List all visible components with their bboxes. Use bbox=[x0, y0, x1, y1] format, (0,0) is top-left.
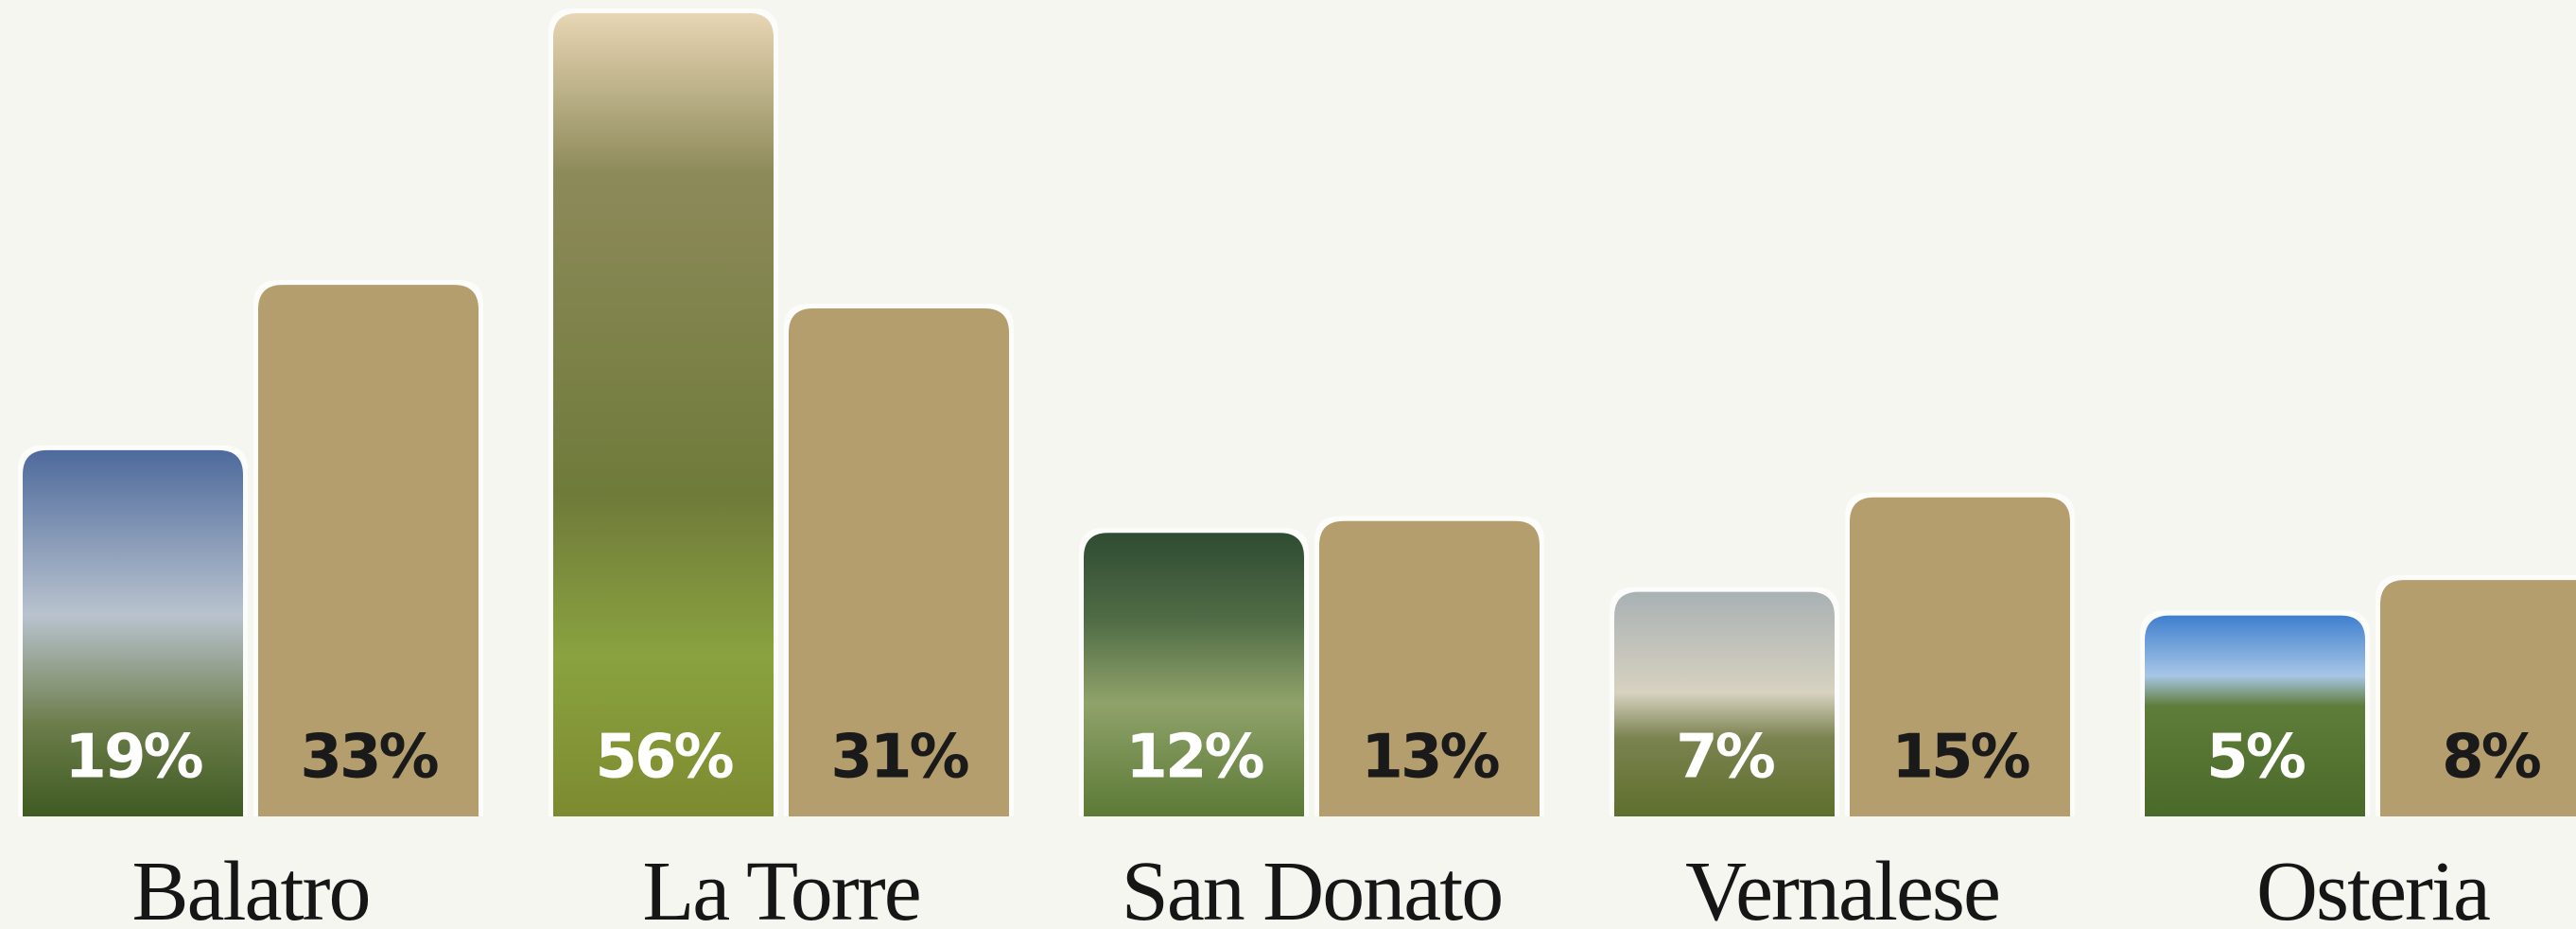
category-label: Balatro bbox=[132, 845, 370, 929]
bar bbox=[2380, 580, 2576, 816]
bar bbox=[789, 308, 1009, 816]
bar bbox=[258, 285, 479, 816]
bar bbox=[1850, 497, 2070, 816]
value-label: 19% bbox=[64, 723, 202, 793]
bar bbox=[1319, 520, 1540, 816]
value-label: 31% bbox=[830, 723, 968, 793]
photo-bar bbox=[2145, 615, 2365, 816]
photo-bar bbox=[553, 13, 774, 816]
value-label: 8% bbox=[2442, 723, 2541, 793]
value-label: 12% bbox=[1125, 723, 1263, 793]
value-label: 13% bbox=[1361, 723, 1499, 793]
photo-bar bbox=[1084, 533, 1304, 816]
value-label: 33% bbox=[300, 723, 438, 793]
category-label: San Donato bbox=[1122, 845, 1502, 929]
category-label: Osteria bbox=[2256, 845, 2490, 929]
value-label: 5% bbox=[2206, 723, 2306, 793]
photo-bar bbox=[23, 449, 243, 816]
photo-bar bbox=[1614, 591, 1835, 816]
value-label: 7% bbox=[1676, 723, 1775, 793]
category-label: La Torre bbox=[642, 845, 919, 929]
category-label: Vernalese bbox=[1685, 845, 1999, 929]
value-label: 56% bbox=[595, 723, 733, 793]
value-label: 15% bbox=[1891, 723, 2029, 793]
